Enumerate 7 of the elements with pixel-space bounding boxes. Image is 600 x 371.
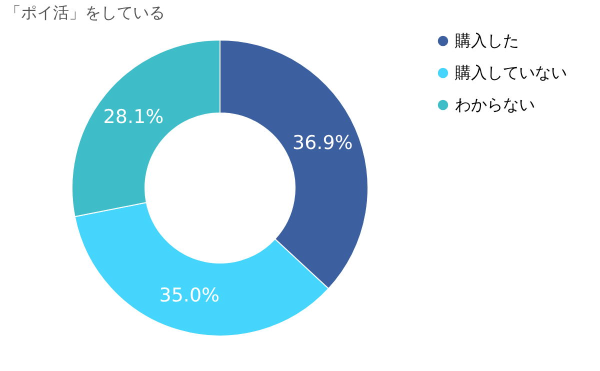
data-label: 28.1%: [103, 106, 164, 128]
legend-label: 購入していない: [455, 63, 567, 82]
chart-title: 「ポイ活」をしている: [5, 3, 165, 22]
legend-label: 購入した: [455, 31, 519, 50]
data-label: 35.0%: [159, 284, 220, 307]
data-label: 36.9%: [292, 132, 353, 154]
legend-label: わからない: [455, 95, 535, 114]
